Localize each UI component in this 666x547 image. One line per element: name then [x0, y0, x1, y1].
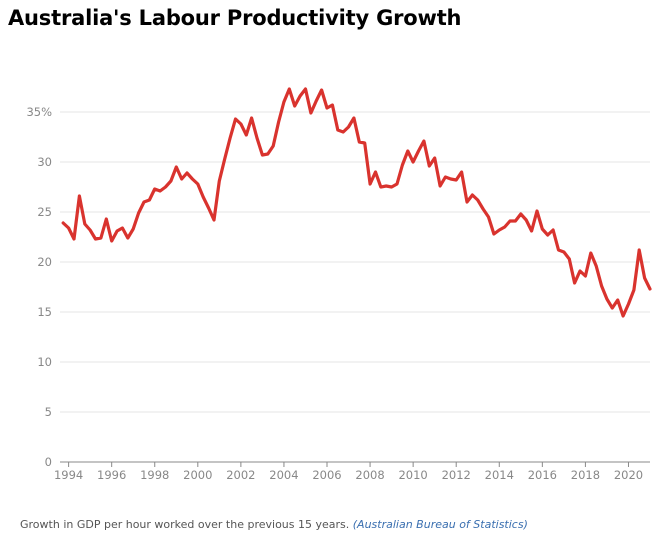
y-tick-label: 35% — [26, 105, 52, 119]
x-tick-label: 2008 — [355, 468, 384, 482]
page-title: Australia's Labour Productivity Growth — [8, 6, 462, 30]
x-tick-label: 1994 — [54, 468, 83, 482]
caption-text: Growth in GDP per hour worked over the p… — [20, 518, 350, 531]
x-tick-label: 1998 — [140, 468, 169, 482]
chart-caption: Growth in GDP per hour worked over the p… — [20, 518, 528, 531]
y-tick-label: 0 — [45, 455, 52, 469]
series-group — [61, 87, 652, 318]
x-tick-label: 2018 — [571, 468, 600, 482]
x-tick-label: 2004 — [269, 468, 298, 482]
x-tick-label: 2010 — [398, 468, 427, 482]
y-tick-label: 15 — [37, 305, 52, 319]
y-tick-label: 20 — [37, 255, 52, 269]
y-tick-label: 5 — [45, 405, 52, 419]
line-chart: 0 5 10 15 20 25 30 35% 1994 1996 1998 2000 2002 2004… — [26, 87, 652, 482]
x-tick-label: 2012 — [442, 468, 471, 482]
y-tick-label: 30 — [37, 155, 52, 169]
series-line — [61, 87, 652, 318]
x-tick-label: 1996 — [97, 468, 126, 482]
x-tick-label: 2016 — [528, 468, 557, 482]
y-tick-label: 25 — [37, 205, 52, 219]
caption-source: (Australian Bureau of Statistics) — [352, 518, 528, 531]
y-axis: 0 5 10 15 20 25 30 35% — [26, 105, 52, 469]
x-tick-label: 2020 — [614, 468, 643, 482]
x-tick-label: 2014 — [485, 468, 514, 482]
x-axis: 1994 1996 1998 2000 2002 2004 2006 2008 2010 2012… — [54, 462, 643, 482]
x-tick-label: 2002 — [226, 468, 255, 482]
gridlines — [60, 111, 650, 463]
y-tick-label: 10 — [37, 355, 52, 369]
x-tick-label: 2000 — [183, 468, 212, 482]
x-tick-label: 2006 — [312, 468, 341, 482]
